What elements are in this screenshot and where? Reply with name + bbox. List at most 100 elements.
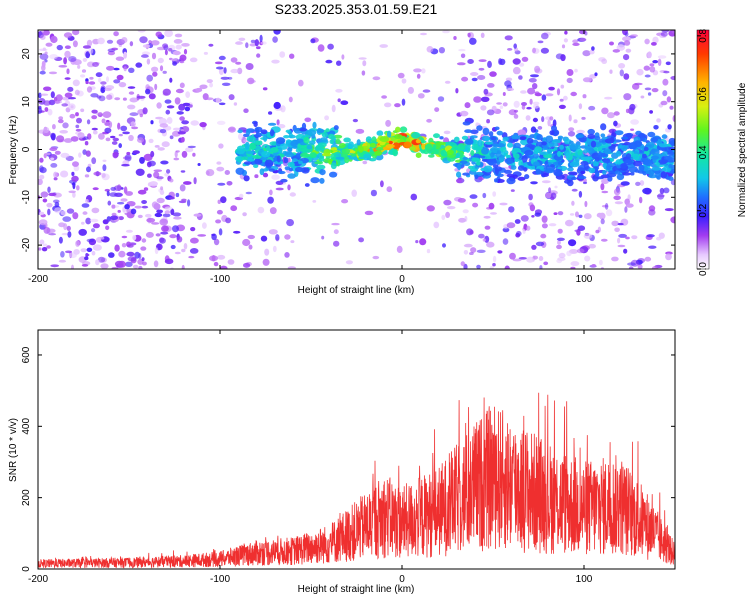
spectrogram-cell bbox=[481, 158, 489, 162]
figure-title: S233.2025.353.01.59.E21 bbox=[275, 1, 438, 17]
spectrogram-cell bbox=[312, 121, 317, 129]
spectrogram-cell bbox=[415, 139, 421, 144]
spectrogram-cell bbox=[578, 137, 587, 143]
spectrogram-cell bbox=[534, 91, 540, 95]
spectrogram-cell bbox=[170, 58, 178, 61]
spectrogram-cell bbox=[70, 136, 79, 142]
spectrogram-cell bbox=[520, 90, 527, 94]
spectrogram-cell bbox=[66, 208, 75, 214]
spectrogram-cell bbox=[60, 210, 67, 216]
spectrogram-cell bbox=[320, 137, 328, 143]
spectrogram-cell bbox=[213, 238, 220, 246]
spectrogram-cell bbox=[658, 143, 668, 148]
spectrogram-cell bbox=[514, 219, 521, 224]
spectrogram-cell bbox=[474, 174, 479, 180]
spectrogram-cell bbox=[559, 144, 564, 150]
spectrogram-cell bbox=[128, 134, 134, 142]
spectrogram-cell bbox=[58, 65, 68, 68]
spectrogram-cell bbox=[319, 177, 325, 184]
spectrogram-cell bbox=[164, 30, 173, 38]
spectrogram-cell bbox=[614, 227, 620, 233]
spectrogram-cell bbox=[58, 222, 66, 228]
spectrogram-cell bbox=[488, 131, 494, 137]
spectrogram-cell bbox=[513, 114, 519, 119]
spectrogram-cell bbox=[233, 230, 241, 234]
spectrogram-cell bbox=[181, 136, 185, 143]
spectrogram-cell bbox=[640, 95, 645, 99]
spectrogram-cell bbox=[67, 231, 72, 238]
spectrogram-cell bbox=[471, 157, 480, 162]
spectrogram-cell bbox=[625, 153, 632, 159]
spectrogram-cell bbox=[520, 215, 529, 222]
spectrogram-cell bbox=[517, 176, 526, 181]
spectrogram-cell bbox=[50, 133, 56, 141]
spectrogram-cell bbox=[344, 156, 350, 164]
spectrogram-cell bbox=[528, 78, 537, 83]
spectrogram-cell bbox=[456, 171, 462, 178]
spectrogram-cell bbox=[39, 70, 46, 75]
spectrogram-cell bbox=[349, 150, 356, 154]
spectrogram-cell bbox=[668, 176, 674, 181]
spectrogram-cell bbox=[179, 82, 185, 89]
spectrogram-cell bbox=[275, 234, 280, 241]
spectrogram-cell bbox=[505, 77, 513, 82]
spectrogram-cell bbox=[152, 71, 158, 77]
spectrogram-cell bbox=[553, 212, 558, 216]
spectrogram-cell bbox=[564, 179, 571, 184]
spectrogram-cell bbox=[259, 34, 263, 43]
spectrogram-cell bbox=[48, 71, 58, 75]
spectrogram-cell bbox=[526, 225, 531, 231]
spectrogram-cell bbox=[583, 233, 593, 239]
spectrogram-cell bbox=[426, 205, 435, 212]
spectrogram-cell bbox=[411, 132, 421, 139]
spectrogram-cell bbox=[559, 98, 564, 102]
spectrogram-cell bbox=[380, 180, 384, 188]
spectrogram-cell bbox=[490, 212, 497, 215]
spectrogram-cell bbox=[561, 44, 566, 49]
spectrogram-cell bbox=[161, 225, 169, 232]
spectrogram-cell bbox=[623, 93, 632, 101]
spectrogram-cell bbox=[551, 125, 557, 132]
spectrogram-cell bbox=[68, 190, 76, 194]
spectrogram-cell bbox=[71, 175, 79, 182]
spectrogram-cell bbox=[304, 183, 310, 187]
spectrogram-cell bbox=[541, 141, 547, 146]
spectrogram-cell bbox=[238, 37, 246, 41]
spectrogram-cell bbox=[361, 70, 366, 76]
spectrogram-cell bbox=[644, 38, 650, 45]
spectrogram-cell bbox=[104, 88, 112, 92]
snr-y-tick-label: 200 bbox=[21, 489, 32, 506]
spectrogram-cell bbox=[269, 189, 273, 196]
spectrogram-cell bbox=[215, 97, 221, 104]
spectrogram-cell bbox=[106, 190, 110, 197]
spectrogram-cell bbox=[617, 237, 621, 244]
spectrogram-cell bbox=[64, 50, 71, 58]
spectrogram-cell bbox=[275, 137, 286, 145]
spectrogram-cell bbox=[392, 148, 399, 157]
spectrogram-cell bbox=[284, 234, 291, 240]
spectrogram-cell bbox=[478, 233, 485, 239]
spectrogram-cell bbox=[577, 150, 583, 156]
snr-frame bbox=[37, 329, 676, 570]
spectrogram-cell bbox=[304, 117, 312, 123]
spectrogram-cell bbox=[280, 105, 286, 113]
spectrogram-cell bbox=[583, 213, 592, 220]
spectrogram-cell bbox=[665, 253, 672, 261]
spectrogram-cell bbox=[246, 128, 251, 136]
spectrogram-cell bbox=[580, 161, 589, 166]
spectrogram-cell bbox=[104, 127, 112, 134]
spectrogram-cell bbox=[221, 82, 231, 87]
spectrogram-cell bbox=[82, 45, 92, 49]
spectrogram-x-tick-label: -100 bbox=[210, 274, 230, 285]
spectrogram-cell bbox=[517, 165, 525, 171]
spectrogram-cell bbox=[431, 149, 440, 155]
spectrogram-cell bbox=[268, 168, 275, 172]
spectrogram-cell bbox=[285, 129, 291, 133]
spectrogram-cell bbox=[350, 153, 357, 157]
spectrogram-cell bbox=[560, 54, 566, 62]
spectrogram-cell bbox=[494, 178, 498, 183]
spectrogram-cell bbox=[99, 236, 105, 240]
spectrogram-cell bbox=[306, 129, 317, 136]
spectrogram-cell bbox=[433, 133, 440, 139]
spectrogram-cell bbox=[467, 32, 471, 38]
